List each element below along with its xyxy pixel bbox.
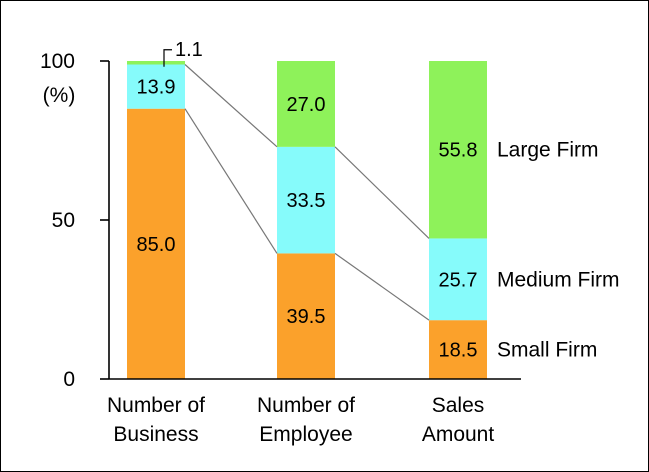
connector-line <box>334 146 430 239</box>
data-label: 55.8 <box>439 140 478 162</box>
bar-segment-medium-firm-1 <box>277 146 335 254</box>
bar-segment-medium-firm-0 <box>127 64 185 109</box>
y-tick-label: 50 <box>52 209 75 232</box>
callout-line <box>163 49 172 67</box>
legend-label-large-firm: Large Firm <box>497 139 599 162</box>
data-label: 25.7 <box>439 269 478 291</box>
bar-segment-large-firm-2 <box>429 61 487 239</box>
bar-segment-medium-firm-2 <box>429 238 487 321</box>
data-label: 27.0 <box>287 94 326 116</box>
data-label-callout: 1.1 <box>175 39 203 61</box>
category-label: Business <box>113 423 198 446</box>
data-label: 85.0 <box>137 234 176 256</box>
bar-segment-small-firm-2 <box>429 320 487 379</box>
connector-line <box>184 64 278 148</box>
connector-line <box>184 108 278 254</box>
category-label: Employee <box>259 423 352 446</box>
bar-segment-large-firm-0 <box>127 61 185 65</box>
y-tick-label: 0 <box>63 368 75 391</box>
y-tick-label: 100 <box>40 50 75 73</box>
category-label: Sales <box>432 394 485 417</box>
data-label: 33.5 <box>287 190 326 212</box>
category-label: Number of <box>257 394 355 417</box>
category-label: Amount <box>422 423 495 446</box>
data-label: 39.5 <box>287 306 326 328</box>
legend-label-small-firm: Small Firm <box>497 339 597 362</box>
data-label: 13.9 <box>137 77 176 99</box>
category-label: Number of <box>107 394 205 417</box>
bar-segment-small-firm-0 <box>127 108 185 379</box>
data-label: 18.5 <box>439 340 478 362</box>
y-axis-unit-label: (%) <box>43 84 76 107</box>
legend-label-medium-firm: Medium Firm <box>497 268 620 291</box>
bar-segment-large-firm-1 <box>277 61 335 147</box>
connector-line <box>334 252 430 321</box>
bar-segment-small-firm-1 <box>277 253 335 379</box>
